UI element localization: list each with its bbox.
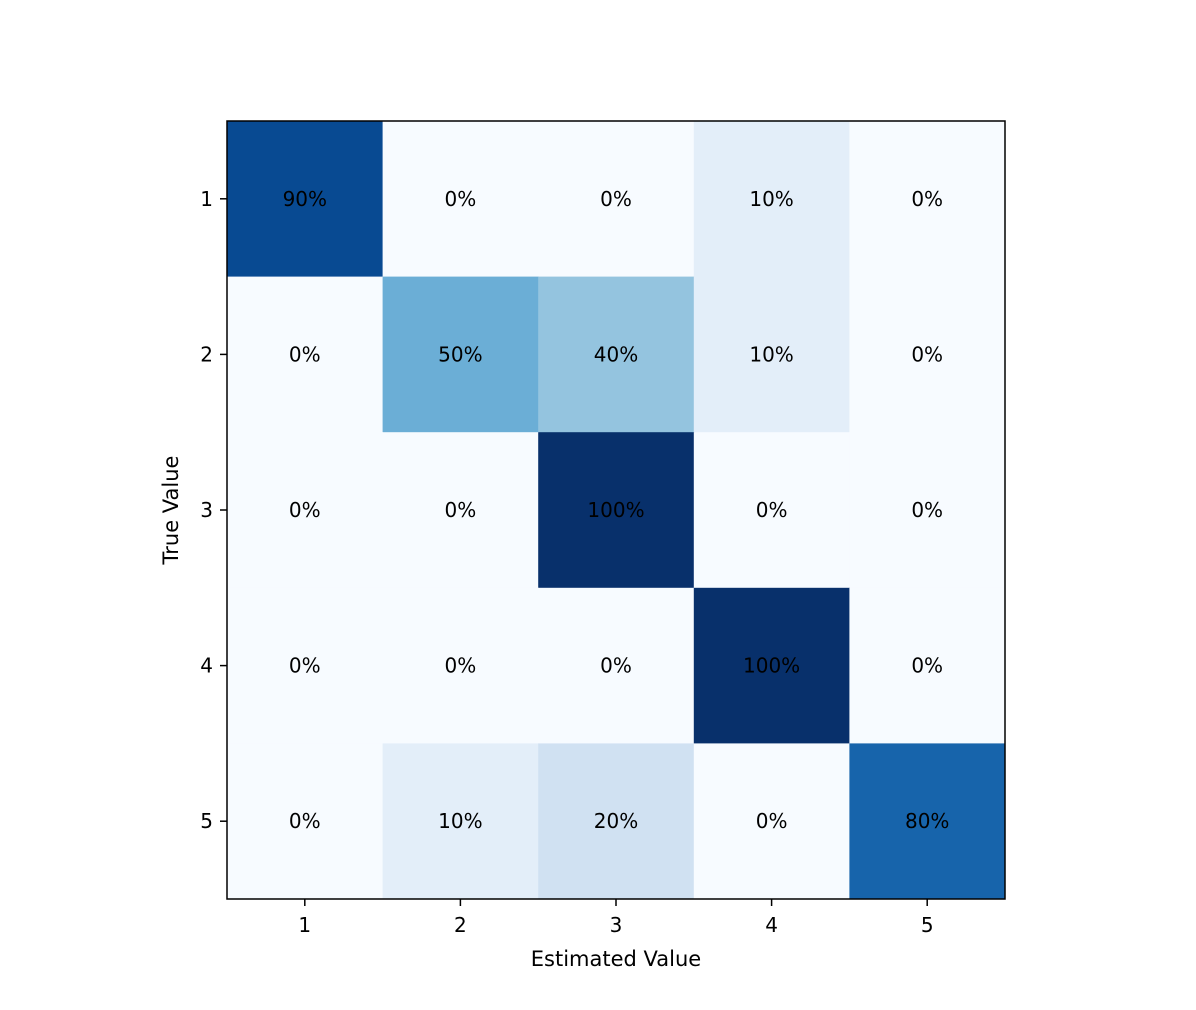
cell-value-label: 50% <box>438 342 482 366</box>
cell-value-label: 0% <box>445 498 477 522</box>
cell-value-label: 10% <box>438 809 482 833</box>
cell-value-label: 0% <box>911 498 943 522</box>
heatmap-cell <box>693 276 850 433</box>
cell-value-label: 0% <box>445 654 477 678</box>
cell-value-label: 0% <box>289 654 321 678</box>
heatmap-cell <box>382 121 539 278</box>
cell-value-label: 0% <box>756 809 788 833</box>
x-tick-label: 4 <box>765 913 778 937</box>
y-tick-label: 2 <box>200 342 213 366</box>
heatmap-cells <box>227 121 1006 900</box>
cell-value-label: 100% <box>743 654 800 678</box>
heatmap-cell <box>227 276 384 433</box>
heatmap-cell <box>693 432 850 589</box>
cell-value-label: 100% <box>587 498 644 522</box>
y-tick-label: 4 <box>200 654 213 678</box>
x-tick-label: 5 <box>921 913 934 937</box>
cell-value-label: 0% <box>445 187 477 211</box>
heatmap-cell <box>227 121 384 278</box>
y-axis-label: True Value <box>159 456 183 566</box>
cell-value-label: 80% <box>905 809 949 833</box>
heatmap-cell <box>382 587 539 744</box>
y-axis-ticks: 1 2 3 4 5 <box>200 187 227 833</box>
y-tick-label: 3 <box>200 498 213 522</box>
cell-value-label: 20% <box>594 809 638 833</box>
heatmap-cell <box>538 587 695 744</box>
cell-value-label: 40% <box>594 342 638 366</box>
heatmap-cell <box>849 121 1006 278</box>
heatmap-cell <box>849 276 1006 433</box>
x-axis-label: Estimated Value <box>531 947 701 971</box>
cell-value-labels: 90% 0% 0% 10% 0% 0% 50% 40% 10% 0% 0% 0% 100% 0% 0% 0% 0… <box>283 187 950 833</box>
y-tick-label: 1 <box>200 187 213 211</box>
x-tick-label: 3 <box>610 913 623 937</box>
cell-value-label: 0% <box>756 498 788 522</box>
heatmap-cell <box>538 121 695 278</box>
heatmap-cell <box>693 587 850 744</box>
cell-value-label: 90% <box>283 187 327 211</box>
heatmap-cell <box>382 276 539 433</box>
cell-value-label: 0% <box>600 654 632 678</box>
heatmap-cell <box>382 432 539 589</box>
cell-value-label: 0% <box>289 342 321 366</box>
heatmap-cell <box>227 587 384 744</box>
heatmap-cell <box>849 587 1006 744</box>
heatmap-cell <box>227 432 384 589</box>
heatmap-cell <box>382 743 539 900</box>
heatmap-cell <box>538 276 695 433</box>
cell-value-label: 0% <box>911 654 943 678</box>
cell-value-label: 0% <box>289 809 321 833</box>
cell-value-label: 0% <box>600 187 632 211</box>
x-tick-label: 2 <box>454 913 467 937</box>
x-axis-ticks: 1 2 3 4 5 <box>298 899 934 937</box>
cell-value-label: 0% <box>911 187 943 211</box>
heatmap-cell <box>693 743 850 900</box>
heatmap-cell <box>227 743 384 900</box>
heatmap-cell <box>693 121 850 278</box>
heatmap-cell <box>849 743 1006 900</box>
cell-value-label: 10% <box>749 187 793 211</box>
y-tick-label: 5 <box>200 809 213 833</box>
cell-value-label: 0% <box>289 498 321 522</box>
heatmap-cell <box>538 743 695 900</box>
cell-value-label: 0% <box>911 342 943 366</box>
heatmap-cell <box>538 432 695 589</box>
heatmap-cell <box>849 432 1006 589</box>
x-tick-label: 1 <box>298 913 311 937</box>
cell-value-label: 10% <box>749 342 793 366</box>
